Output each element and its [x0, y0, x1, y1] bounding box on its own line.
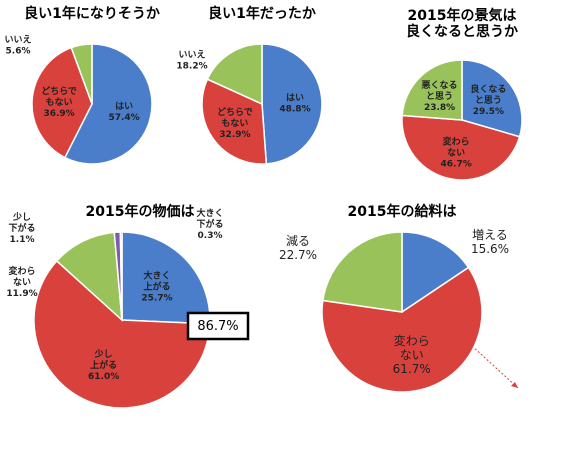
slice-label: 減る	[286, 233, 310, 248]
value-label: 0.3%	[198, 231, 223, 241]
slice-label: 少し上がる	[90, 347, 117, 370]
value-label: 46.7%	[441, 159, 472, 169]
chart-title: 2015年の物価は	[86, 203, 195, 220]
slice-label: いいえ	[4, 34, 31, 45]
value-label: 1.1%	[10, 235, 35, 245]
value-label: 36.9%	[43, 109, 74, 119]
pie-slice	[401, 59, 463, 121]
value-label: 5.6%	[6, 46, 31, 56]
pie-slice	[206, 43, 263, 106]
chart-title: 2015年の給料は	[348, 203, 457, 220]
pie-slice	[461, 59, 523, 138]
chart-title: 良い1年になりそうか	[24, 5, 160, 22]
pie-slice	[70, 43, 93, 105]
slice-label: 変わらない	[443, 135, 470, 158]
pie-slice	[261, 43, 323, 165]
value-label: 23.8%	[424, 102, 455, 112]
value-label: 61.7%	[393, 361, 431, 375]
value-label: 15.6%	[471, 242, 509, 256]
pie-slice	[55, 231, 123, 322]
pie-slice	[63, 43, 153, 165]
value-label: 48.8%	[279, 104, 310, 114]
value-label: 57.4%	[108, 113, 139, 123]
value-label: 25.7%	[141, 293, 172, 303]
pie-slice	[121, 231, 211, 325]
pie-slice	[401, 231, 470, 314]
value-label: 11.9%	[6, 289, 37, 299]
value-label: 29.5%	[473, 107, 504, 117]
pie-slice	[201, 78, 268, 165]
chart-title: 良い1年だったか	[208, 5, 316, 22]
slice-label: 良くなると思う	[470, 83, 506, 106]
chart-title: 2015年の景気は良くなると思うか	[406, 7, 518, 40]
pie-slice	[321, 231, 403, 313]
value-label: 18.2%	[176, 61, 207, 71]
annotation-box	[186, 311, 250, 341]
slice-label: 変わらない	[394, 332, 430, 361]
slice-label: どちらでもない	[41, 85, 77, 108]
pie-slice	[31, 46, 93, 159]
pie-slice	[321, 266, 483, 393]
arrow-head	[511, 382, 518, 388]
slice-label: いいえ	[178, 49, 205, 60]
annotation: 86.7%	[197, 319, 238, 334]
value-label: 22.7%	[279, 248, 317, 262]
value-label: 61.0%	[88, 371, 119, 381]
pie-slice	[33, 259, 211, 409]
slice-label: 少し下がる	[8, 211, 35, 234]
slice-label: 増える	[472, 228, 508, 242]
slice-label: 大きく上がる	[143, 269, 170, 292]
pie-slice	[119, 231, 123, 321]
slice-label: どちらでもない	[217, 105, 253, 128]
slice-label: 悪くなると思う	[422, 79, 458, 101]
slice-label: 変わらない	[8, 265, 35, 288]
value-label: 32.9%	[219, 129, 250, 139]
slice-label: 大きく下がる	[196, 207, 223, 230]
pie-slice	[401, 114, 521, 181]
slice-label: はい	[115, 101, 133, 112]
slice-label: はい	[286, 92, 304, 103]
